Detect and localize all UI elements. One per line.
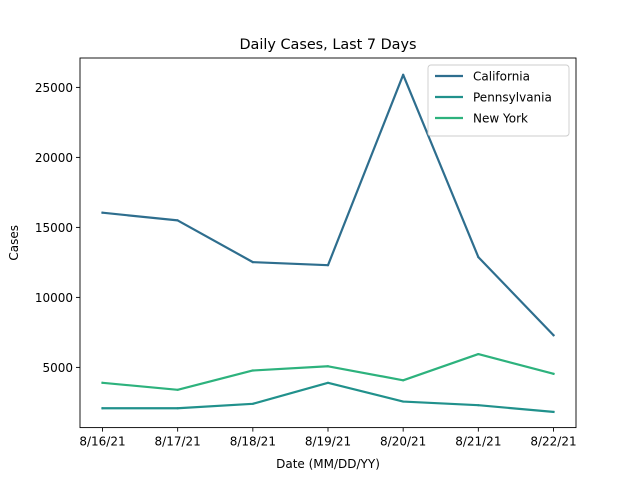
x-axis: 8/16/21 8/17/21 8/18/21 8/19/21 8/20/21 8/21/… xyxy=(79,427,577,449)
x-tick-label: 8/20/21 xyxy=(380,435,426,449)
x-tick-label: 8/22/21 xyxy=(530,435,576,449)
y-tick-label: 15000 xyxy=(35,221,73,235)
legend-label: Pennsylvania xyxy=(473,91,552,105)
x-tick-label: 8/19/21 xyxy=(305,435,351,449)
x-tick-label: 8/18/21 xyxy=(230,435,276,449)
data-point xyxy=(101,381,104,384)
data-point xyxy=(251,261,254,264)
data-point xyxy=(251,402,254,405)
x-tick-label: 8/16/21 xyxy=(79,435,125,449)
data-point xyxy=(176,388,179,391)
y-axis: 5000 10000 15000 20000 25000 xyxy=(35,81,80,375)
x-axis-label: Date (MM/DD/YY) xyxy=(276,457,380,471)
data-point xyxy=(402,379,405,382)
chart-title: Daily Cases, Last 7 Days xyxy=(239,37,416,53)
y-tick-label: 5000 xyxy=(42,361,73,375)
data-point xyxy=(552,372,555,375)
legend: California Pennsylvania New York xyxy=(427,64,570,137)
data-point xyxy=(251,369,254,372)
data-point xyxy=(176,219,179,222)
legend-label: New York xyxy=(473,112,528,126)
data-point xyxy=(477,255,480,259)
data-point xyxy=(326,381,330,384)
data-point xyxy=(402,73,405,76)
data-point xyxy=(101,407,104,410)
x-tick-label: 8/21/21 xyxy=(455,435,501,449)
data-point xyxy=(176,407,179,410)
y-tick-label: 10000 xyxy=(35,291,73,305)
series-layer xyxy=(101,73,556,414)
legend-box xyxy=(427,64,570,137)
x-tick-label: 8/17/21 xyxy=(155,435,201,449)
data-point xyxy=(552,410,555,414)
data-point xyxy=(477,404,480,407)
legend-label: California xyxy=(473,70,530,84)
data-point xyxy=(326,365,330,368)
y-tick-label: 20000 xyxy=(35,151,73,165)
data-point xyxy=(101,211,104,214)
y-tick-label: 25000 xyxy=(35,81,73,95)
data-point xyxy=(402,400,405,403)
data-point xyxy=(477,353,480,356)
y-axis-label: Cases xyxy=(7,225,21,261)
data-point xyxy=(552,334,555,337)
data-point xyxy=(326,264,330,267)
